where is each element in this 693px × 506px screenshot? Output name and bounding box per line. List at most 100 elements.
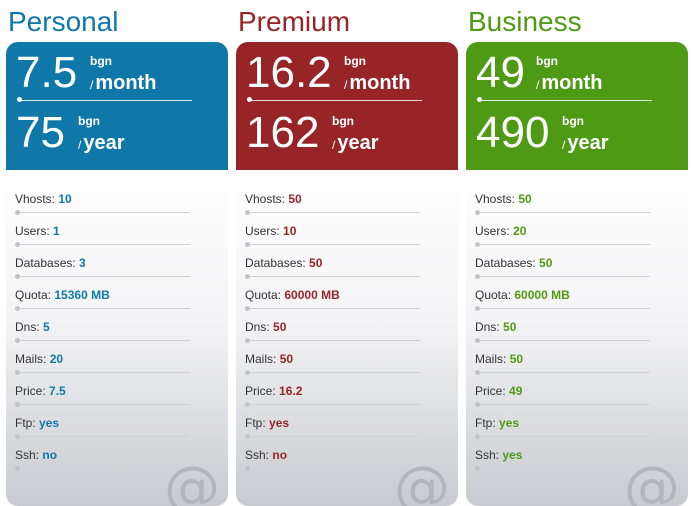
feature-value: 60000 MB — [284, 288, 340, 302]
feature-price: Price: 16.2 — [245, 362, 435, 407]
feature-label: Databases: — [245, 256, 306, 270]
feature-value: 50 — [518, 192, 532, 206]
currency-label: bgn — [344, 54, 366, 68]
feature-value: 60000 MB — [514, 288, 570, 302]
feature-dns: Dns: 50 — [245, 298, 435, 343]
feature-value: 16.2 — [279, 384, 303, 398]
yearly-amount: 490 — [476, 108, 550, 157]
plan-card-personal[interactable]: Personal 7.5 bgn / month 75 bgn / year Vho… — [6, 0, 228, 506]
feature-mails: Mails: 50 — [475, 330, 665, 375]
period-year: year — [567, 132, 609, 154]
yearly-price: 162 bgn / year — [246, 108, 446, 158]
feature-label: Price: — [245, 384, 276, 398]
feature-vhosts: Vhosts: 50 — [475, 170, 665, 215]
feature-label: Quota: — [15, 288, 52, 302]
feature-value: 50 — [279, 352, 294, 366]
feature-label: Users: — [245, 224, 280, 238]
feature-value: 1 — [53, 224, 60, 238]
feature-value: yes — [269, 416, 290, 430]
feature-quota: Quota: 15360 MB — [15, 266, 205, 311]
feature-value: no — [272, 448, 288, 462]
feature-ftp: Ftp: yes — [475, 394, 665, 439]
feature-quota: Quota: 60000 MB — [475, 266, 665, 311]
divider — [250, 100, 422, 101]
feature-label: Ssh: — [475, 448, 500, 462]
feature-label: Quota: — [475, 288, 512, 302]
feature-value: 15360 MB — [54, 288, 110, 302]
currency-label: bgn — [536, 54, 558, 68]
feature-label: Price: — [475, 384, 506, 398]
yearly-price: 75 bgn / year — [16, 108, 216, 158]
period-label: / year — [332, 132, 379, 154]
currency-label: bgn — [332, 114, 354, 128]
period-month: month — [95, 72, 157, 94]
period-label: / month — [344, 72, 411, 94]
feature-value: yes — [499, 416, 520, 430]
at-sign-icon: @ — [624, 455, 680, 506]
yearly-amount: 75 — [16, 108, 65, 157]
plan-card-premium[interactable]: Premium 16.2 bgn / month 162 bgn / year Vh… — [236, 0, 458, 506]
feature-value: yes — [39, 416, 60, 430]
feature-price: Price: 7.5 — [15, 362, 205, 407]
feature-label: Ftp: — [245, 416, 266, 430]
features-list: Vhosts: 10 Users: 1 Databases: 3 Quota: … — [6, 170, 228, 506]
yearly-price: 490 bgn / year — [476, 108, 676, 158]
feature-value: 5 — [43, 320, 50, 334]
feature-label: Mails: — [475, 352, 507, 366]
price-box: 49 bgn / month 490 bgn / year — [466, 42, 688, 170]
feature-label: Ssh: — [15, 448, 40, 462]
period-month: month — [541, 72, 603, 94]
feature-dns: Dns: 50 — [475, 298, 665, 343]
monthly-amount: 7.5 — [16, 48, 78, 97]
feature-label: Databases: — [475, 256, 536, 270]
plan-card-business[interactable]: Business 49 bgn / month 490 bgn / year Vho… — [466, 0, 688, 506]
plan-name: Personal — [8, 6, 119, 37]
feature-label: Vhosts: — [15, 192, 56, 206]
currency-label: bgn — [90, 54, 112, 68]
features-list: Vhosts: 50 Users: 20 Databases: 50 Quota… — [466, 170, 688, 506]
price-box: 16.2 bgn / month 162 bgn / year — [236, 42, 458, 170]
feature-ftp: Ftp: yes — [15, 394, 205, 439]
period-year: year — [337, 132, 379, 154]
divider — [480, 100, 652, 101]
feature-value: 3 — [79, 256, 86, 270]
at-sign-icon: @ — [394, 455, 450, 506]
feature-label: Users: — [475, 224, 510, 238]
monthly-amount: 16.2 — [246, 48, 332, 97]
feature-vhosts: Vhosts: 50 — [245, 170, 435, 215]
divider-dot — [477, 97, 482, 102]
feature-ftp: Ftp: yes — [245, 394, 435, 439]
yearly-amount: 162 — [246, 108, 320, 157]
features-list: Vhosts: 50 Users: 10 Databases: 50 Quota… — [236, 170, 458, 506]
feature-ssh: Ssh: yes — [475, 426, 665, 471]
feature-value: no — [42, 448, 58, 462]
feature-value: 50 — [503, 320, 517, 334]
feature-label: Quota: — [245, 288, 282, 302]
monthly-price: 49 bgn / month — [476, 48, 676, 98]
feature-value: 50 — [273, 320, 287, 334]
feature-ssh: Ssh: no — [245, 426, 435, 471]
feature-value: 10 — [58, 192, 72, 206]
feature-label: Vhosts: — [245, 192, 286, 206]
period-label: / year — [562, 132, 609, 154]
feature-label: Dns: — [245, 320, 270, 334]
feature-value: 49 — [509, 384, 523, 398]
feature-value: 7.5 — [49, 384, 66, 398]
feature-label: Mails: — [245, 352, 277, 366]
price-box: 7.5 bgn / month 75 bgn / year — [6, 42, 228, 170]
feature-label: Ftp: — [475, 416, 496, 430]
feature-databases: Databases: 3 — [15, 234, 205, 279]
divider — [20, 100, 192, 101]
feature-users: Users: 10 — [245, 202, 435, 247]
divider-dot — [17, 97, 22, 102]
feature-value: 50 — [309, 256, 323, 270]
feature-dns: Dns: 5 — [15, 298, 205, 343]
feature-label: Vhosts: — [475, 192, 516, 206]
feature-value: 10 — [283, 224, 297, 238]
feature-label: Mails: — [15, 352, 47, 366]
currency-label: bgn — [562, 114, 584, 128]
feature-label: Databases: — [15, 256, 76, 270]
feature-price: Price: 49 — [475, 362, 665, 407]
feature-mails: Mails: 20 — [15, 330, 205, 375]
divider-dot — [247, 97, 252, 102]
